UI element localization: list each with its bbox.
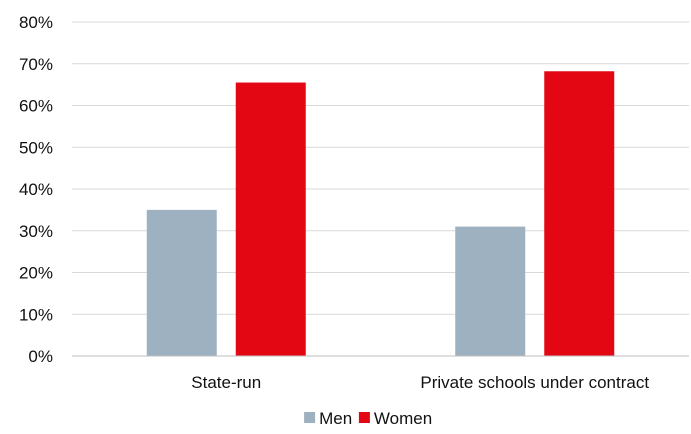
legend: Men Women: [304, 409, 432, 428]
y-tick-label: 60%: [19, 97, 53, 116]
bar-women-1: [235, 82, 306, 356]
legend-swatch-men: [304, 412, 316, 423]
y-tick-label: 10%: [19, 305, 53, 324]
y-tick-label: 50%: [19, 138, 53, 157]
y-tick-label: 30%: [19, 222, 53, 241]
y-tick-label: 20%: [19, 264, 53, 283]
bar-men-1: [146, 209, 217, 356]
y-tick-label: 80%: [19, 13, 53, 32]
legend-label-women: Women: [374, 409, 432, 428]
legend-swatch-women: [358, 412, 370, 423]
x-tick-label: State-run: [191, 373, 261, 392]
y-tick-label: 70%: [19, 55, 53, 74]
bar-men-2: [455, 226, 526, 356]
x-axis-tick-labels: State-run Private schools under contract: [191, 373, 649, 392]
y-axis-tick-labels: 0% 10% 20% 30% 40% 50% 60% 70% 80%: [19, 13, 53, 366]
y-tick-label: 0%: [28, 347, 53, 366]
bar-women-2: [544, 71, 615, 356]
x-tick-label: Private schools under contract: [420, 373, 649, 392]
bars: [146, 71, 615, 356]
y-tick-label: 40%: [19, 180, 53, 199]
legend-label-men: Men: [319, 409, 352, 428]
